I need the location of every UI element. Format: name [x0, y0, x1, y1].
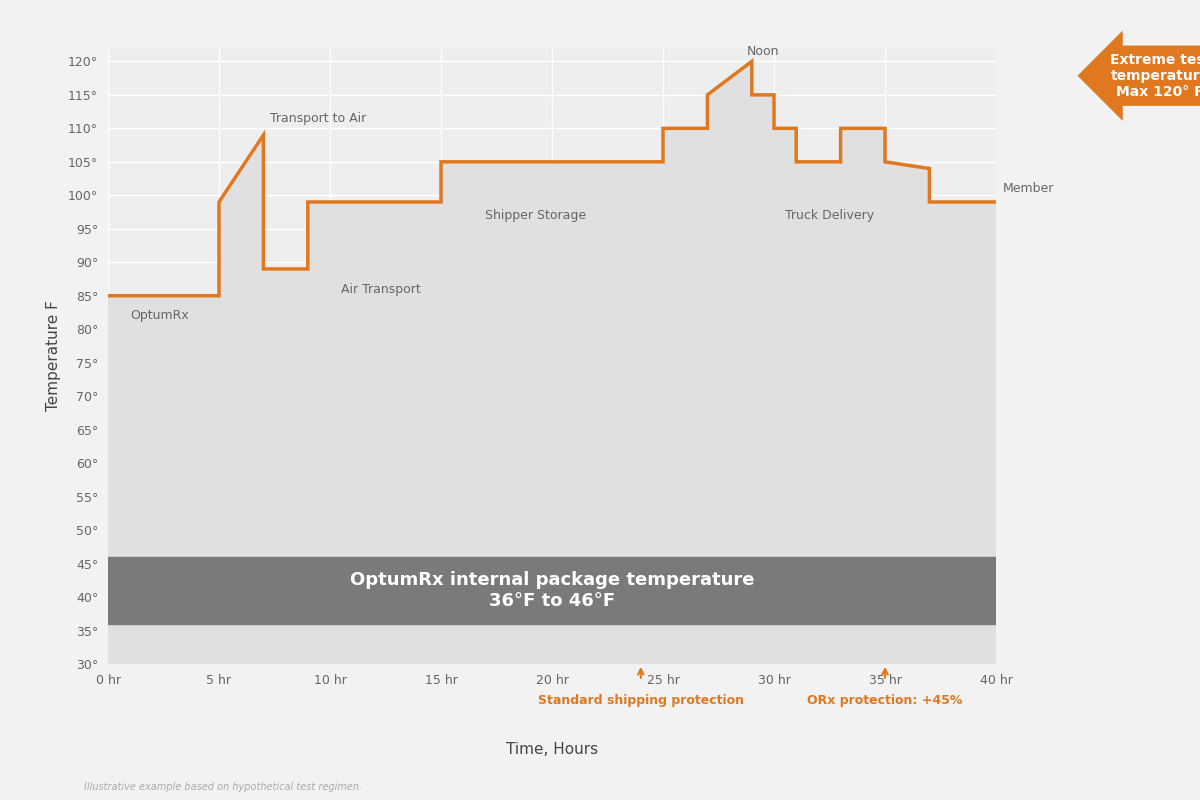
X-axis label: Time, Hours: Time, Hours	[506, 742, 598, 758]
Text: Air Transport: Air Transport	[341, 282, 421, 295]
Bar	[108, 557, 996, 624]
Text: Member: Member	[1003, 182, 1054, 195]
Text: Standard shipping protection: Standard shipping protection	[538, 694, 744, 707]
Text: ORx protection: +45%: ORx protection: +45%	[808, 694, 962, 707]
Text: Noon: Noon	[746, 45, 779, 58]
Text: Illustrative example based on hypothetical test regimen.: Illustrative example based on hypothetic…	[84, 782, 362, 792]
Text: Transport to Air: Transport to Air	[270, 112, 366, 125]
Y-axis label: Temperature F: Temperature F	[46, 301, 61, 411]
Text: OptumRx: OptumRx	[130, 310, 188, 322]
Text: Truck Delivery: Truck Delivery	[785, 209, 875, 222]
Polygon shape	[108, 62, 996, 664]
Text: OptumRx internal package temperature
36°F to 46°F: OptumRx internal package temperature 36°…	[349, 571, 755, 610]
Text: Extreme test
temperature
Max 120° F: Extreme test temperature Max 120° F	[1110, 53, 1200, 99]
Text: Shipper Storage: Shipper Storage	[486, 209, 587, 222]
